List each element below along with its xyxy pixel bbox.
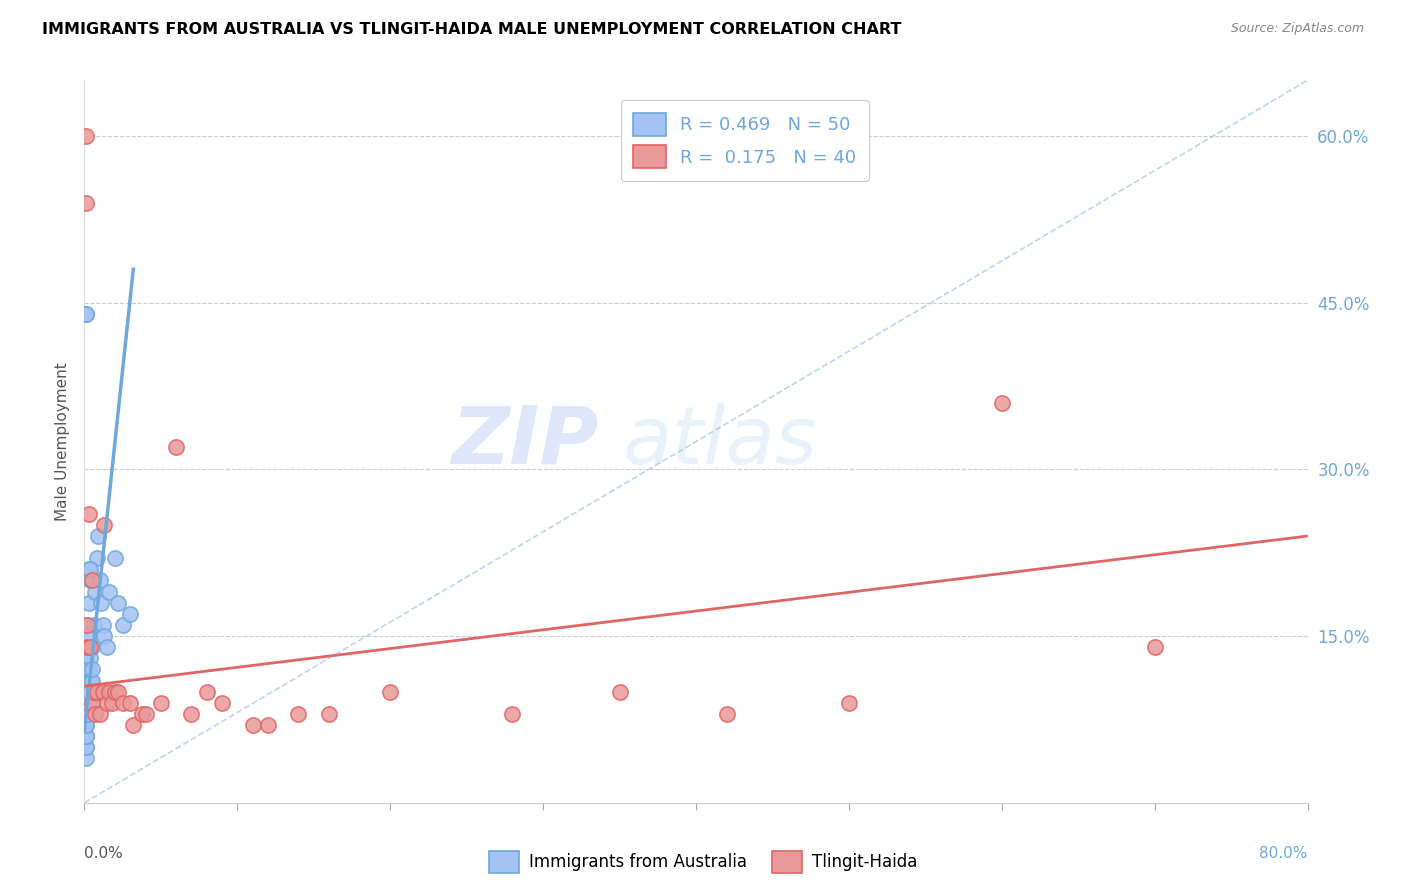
Point xyxy=(75,307,97,321)
Point xyxy=(90,596,112,610)
Point xyxy=(287,706,309,721)
Point xyxy=(80,574,103,588)
Point xyxy=(97,684,120,698)
Point xyxy=(76,640,98,655)
Point xyxy=(180,706,202,721)
Point xyxy=(991,395,1014,409)
Point xyxy=(380,684,402,698)
Point xyxy=(91,618,114,632)
Text: 80.0%: 80.0% xyxy=(1260,847,1308,861)
Point xyxy=(91,684,114,698)
Point xyxy=(76,684,98,698)
Point xyxy=(77,662,100,676)
Point xyxy=(120,607,142,621)
Point xyxy=(75,718,97,732)
Point xyxy=(75,662,97,676)
Point xyxy=(75,128,97,143)
Point xyxy=(80,640,103,655)
Point xyxy=(96,696,118,710)
Point xyxy=(75,307,97,321)
Point xyxy=(77,629,100,643)
Text: ZIP: ZIP xyxy=(451,402,598,481)
Text: IMMIGRANTS FROM AUSTRALIA VS TLINGIT-HAIDA MALE UNEMPLOYMENT CORRELATION CHART: IMMIGRANTS FROM AUSTRALIA VS TLINGIT-HAI… xyxy=(42,22,901,37)
Point xyxy=(79,684,101,698)
Point xyxy=(75,718,97,732)
Point xyxy=(80,696,103,710)
Text: 0.0%: 0.0% xyxy=(84,847,124,861)
Point xyxy=(77,507,100,521)
Legend: Immigrants from Australia, Tlingit-Haida: Immigrants from Australia, Tlingit-Haida xyxy=(482,845,924,880)
Point xyxy=(76,618,98,632)
Text: Source: ZipAtlas.com: Source: ZipAtlas.com xyxy=(1230,22,1364,36)
Point xyxy=(75,751,97,765)
Point xyxy=(75,740,97,755)
Point xyxy=(93,517,115,532)
Point xyxy=(75,706,97,721)
Point xyxy=(75,696,97,710)
Point xyxy=(75,684,97,698)
Point xyxy=(79,574,101,588)
Point xyxy=(211,696,233,710)
Point xyxy=(318,706,340,721)
Point xyxy=(84,706,107,721)
Point xyxy=(75,195,97,210)
Point xyxy=(75,696,97,710)
Point xyxy=(131,706,153,721)
Point xyxy=(257,718,280,732)
Point xyxy=(76,640,98,655)
Point xyxy=(111,696,134,710)
Point xyxy=(149,696,172,710)
Point xyxy=(79,562,101,576)
Point xyxy=(104,684,127,698)
Point xyxy=(165,440,187,454)
Text: atlas: atlas xyxy=(623,402,817,481)
Point xyxy=(79,651,101,665)
Point xyxy=(111,618,134,632)
Point xyxy=(80,673,103,688)
Point xyxy=(75,740,97,755)
Point xyxy=(135,706,157,721)
Point xyxy=(101,696,124,710)
Point xyxy=(77,696,100,710)
Point xyxy=(502,706,524,721)
Point xyxy=(120,696,142,710)
Point xyxy=(75,651,97,665)
Point xyxy=(242,718,264,732)
Y-axis label: Male Unemployment: Male Unemployment xyxy=(55,362,70,521)
Point xyxy=(83,684,105,698)
Point xyxy=(89,706,111,721)
Point xyxy=(89,574,111,588)
Point xyxy=(75,729,97,743)
Point xyxy=(86,551,108,566)
Point xyxy=(75,673,97,688)
Point xyxy=(107,684,129,698)
Point xyxy=(122,718,145,732)
Point xyxy=(76,706,98,721)
Point xyxy=(77,684,100,698)
Point xyxy=(76,618,98,632)
Point xyxy=(77,562,100,576)
Point xyxy=(76,696,98,710)
Point xyxy=(86,684,108,698)
Point xyxy=(75,729,97,743)
Point xyxy=(83,618,105,632)
Point xyxy=(77,596,100,610)
Point xyxy=(716,706,738,721)
Point xyxy=(79,640,101,655)
Point xyxy=(96,640,118,655)
Point xyxy=(104,551,127,566)
Point xyxy=(84,584,107,599)
Point xyxy=(97,584,120,599)
Point xyxy=(87,529,110,543)
Point xyxy=(609,684,631,698)
Point xyxy=(107,596,129,610)
Legend: R = 0.469   N = 50, R =  0.175   N = 40: R = 0.469 N = 50, R = 0.175 N = 40 xyxy=(620,100,869,181)
Point xyxy=(195,684,218,698)
Point xyxy=(1143,640,1166,655)
Point xyxy=(80,662,103,676)
Point xyxy=(93,629,115,643)
Point xyxy=(838,696,860,710)
Point xyxy=(79,673,101,688)
Point xyxy=(76,662,98,676)
